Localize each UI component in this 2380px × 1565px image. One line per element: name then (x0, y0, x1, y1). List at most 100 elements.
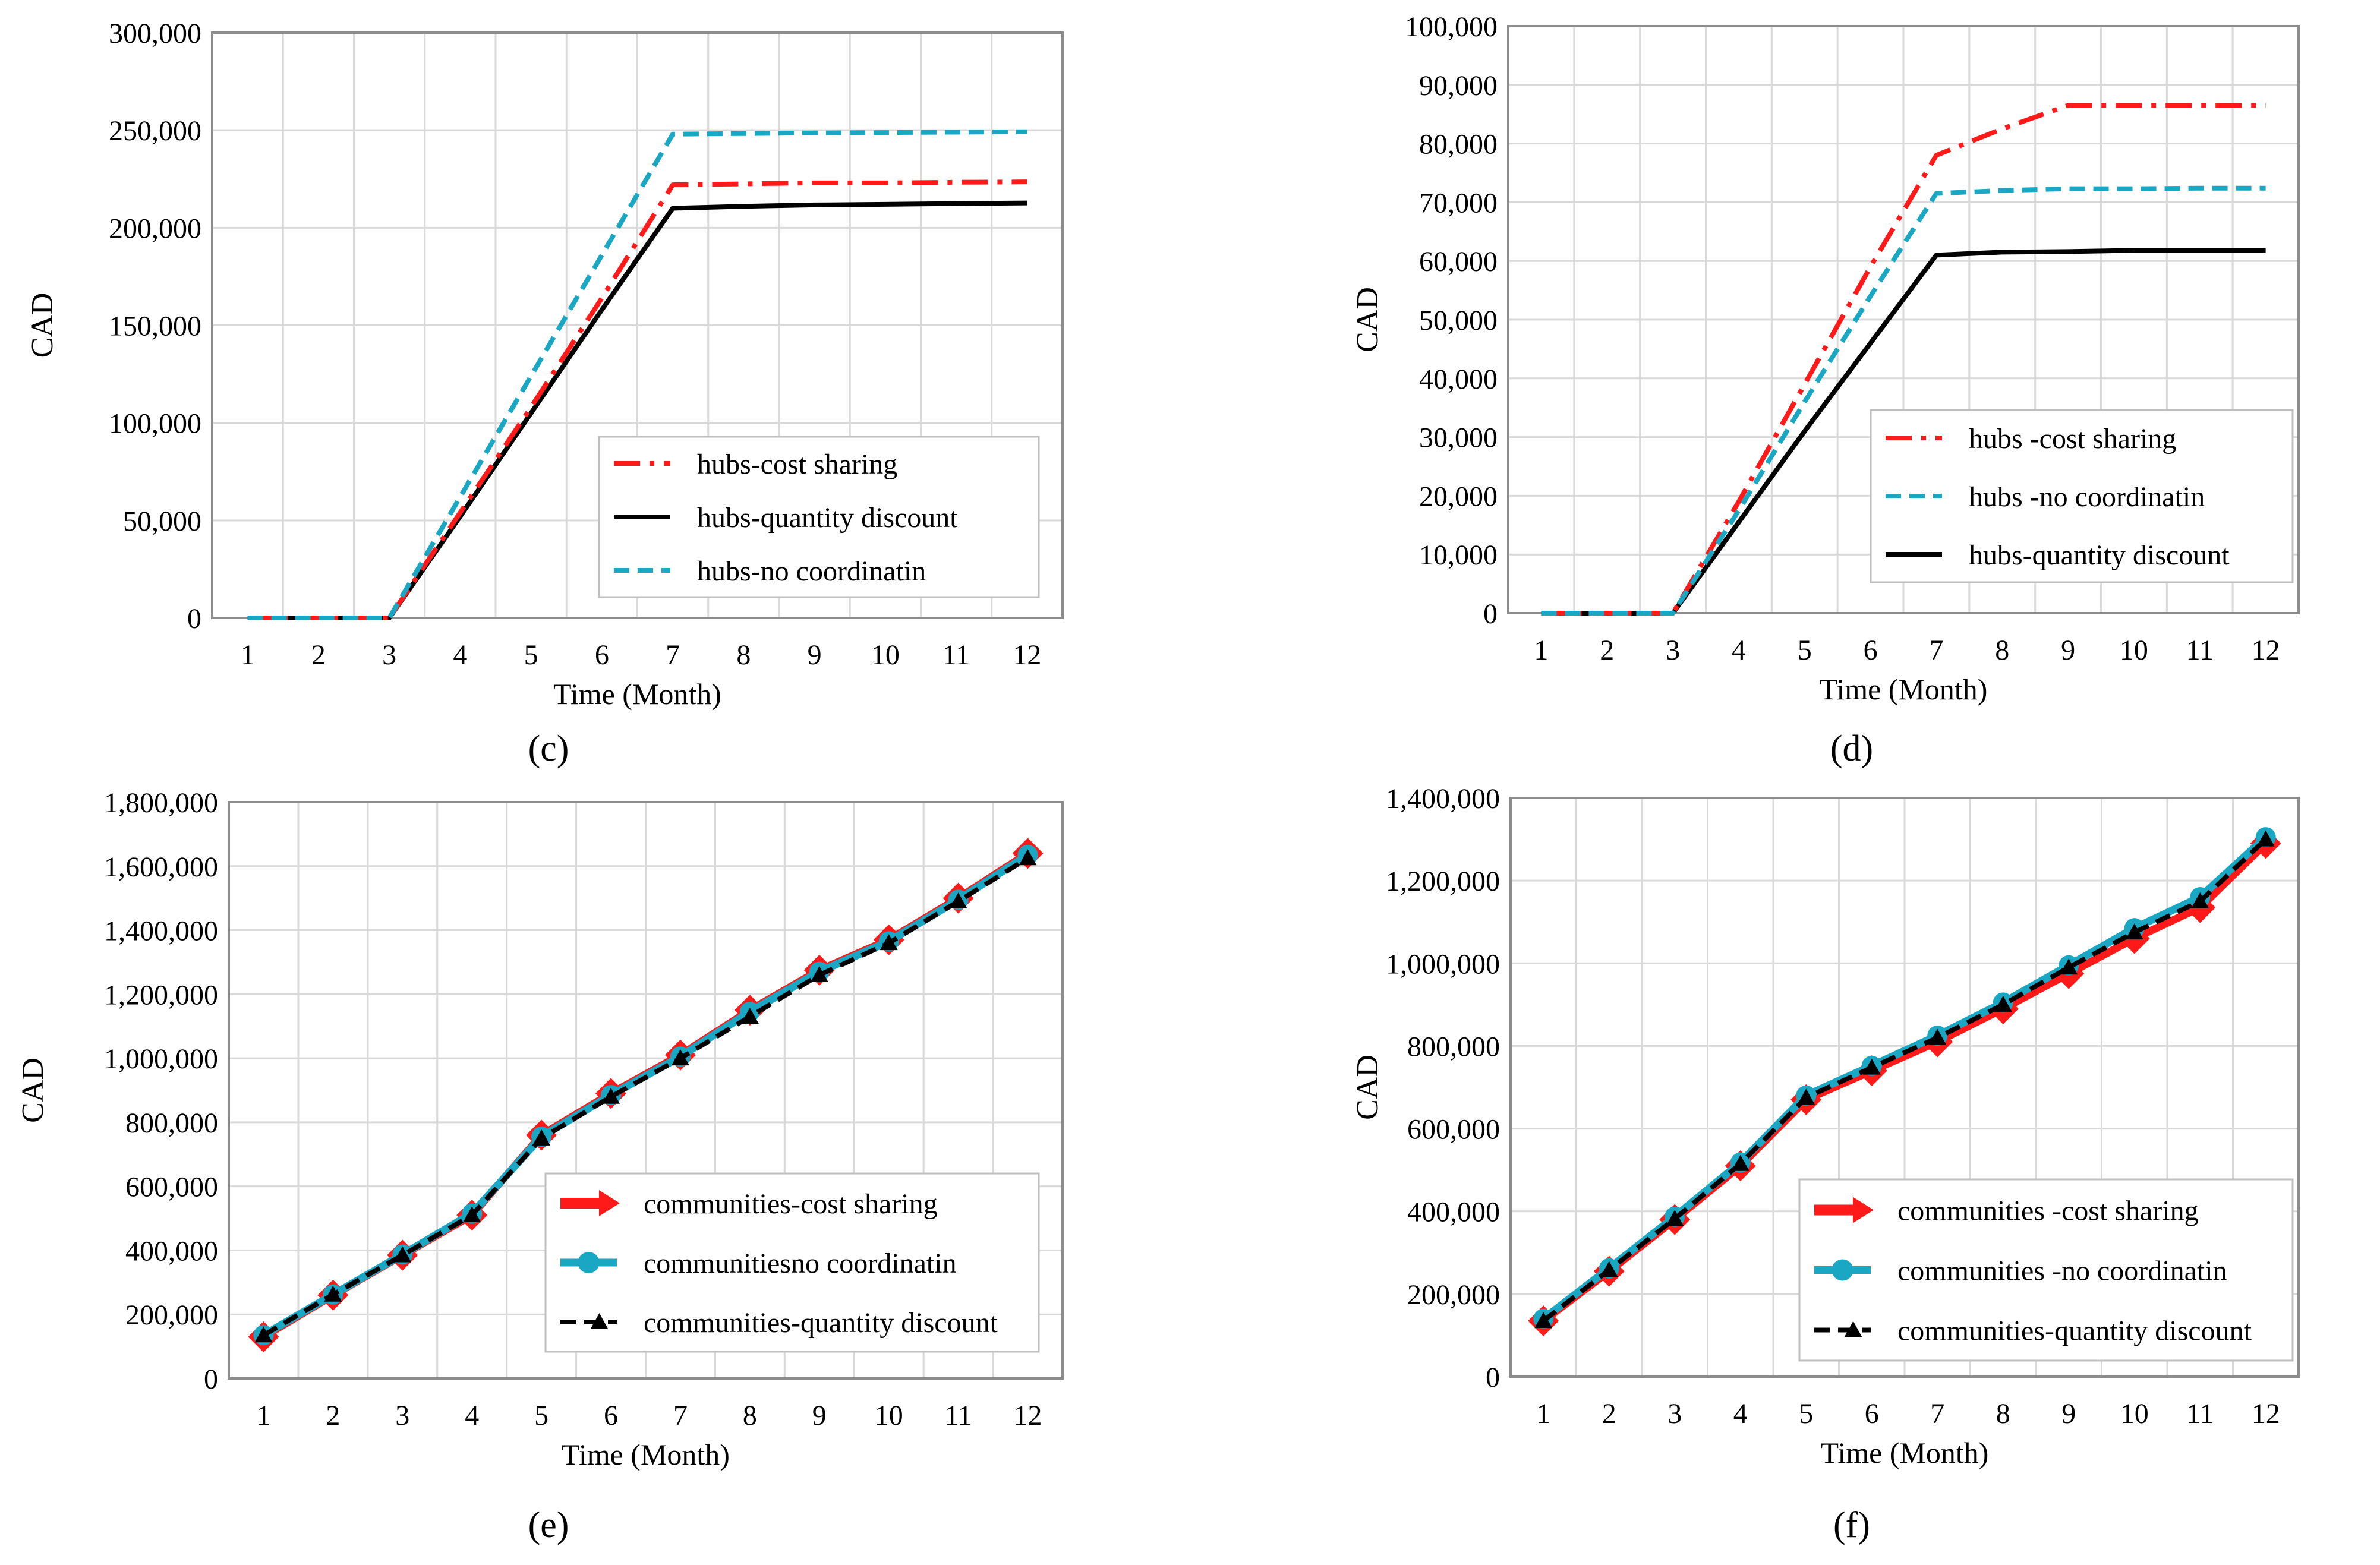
x-tick-label: 6 (1865, 1398, 1879, 1430)
chart-panel-d: 0 10,000 20,000 30,000 40,000 50,000 60,000 70,… (1351, 11, 2300, 706)
legend-label-cost: hubs -cost sharing (1969, 423, 2176, 455)
y-tick-label: 1,400,000 (104, 916, 218, 947)
x-tick-label: 8 (1995, 635, 2009, 666)
data-point-qd (1994, 995, 2012, 1012)
series-line-nc (1541, 185, 2266, 616)
data-point-qd (1797, 1088, 1815, 1105)
x-tick-label: 1 (256, 1400, 270, 1431)
y-tick-label: 10,000 (1419, 539, 1498, 571)
legend-marker-qd (590, 1313, 609, 1329)
x-tick-label: 2 (1602, 1398, 1616, 1430)
x-tick-label: 4 (465, 1400, 479, 1431)
y-tick-label: 40,000 (1419, 364, 1498, 395)
x-tick-label: 12 (1014, 1400, 1042, 1431)
data-point-qd (2256, 830, 2275, 847)
legend-box (598, 436, 1040, 598)
y-tick-label: 90,000 (1419, 70, 1498, 102)
x-tick-label: 12 (1013, 639, 1041, 671)
legend-label-cost: communities-cost sharing (644, 1188, 938, 1220)
x-tick-label: 5 (1799, 1398, 1813, 1430)
x-tick-label: 4 (1733, 1398, 1748, 1430)
legend-label-qd: communities-quantity discount (644, 1307, 998, 1339)
y-tick-label: 800,000 (125, 1108, 218, 1139)
y-tick-label: 400,000 (1407, 1197, 1500, 1228)
x-tick-label: 1 (241, 639, 255, 671)
x-tick-label: 10 (2120, 635, 2148, 666)
data-point-qd (1600, 1261, 1618, 1277)
legend-label-cost: hubs-cost sharing (697, 449, 897, 480)
x-tick-label: 10 (2120, 1398, 2149, 1430)
data-point-qd (1534, 1312, 1553, 1329)
data-point-qd (393, 1246, 412, 1263)
legend-label-cost: communities -cost sharing (1897, 1195, 2199, 1227)
y-tick-label: 100,000 (109, 408, 201, 440)
legend-box (1798, 1178, 2294, 1362)
x-tick-label: 5 (534, 1400, 548, 1431)
data-point-qd (949, 892, 967, 909)
x-tick-label: 3 (395, 1400, 409, 1431)
data-point-qd (1666, 1210, 1684, 1226)
y-tick-label: 60,000 (1419, 246, 1498, 277)
legend-label-nc: communities -no coordinatin (1897, 1255, 2227, 1287)
x-tick-label: 11 (945, 1400, 972, 1431)
x-tick-label: 3 (1666, 635, 1680, 666)
y-axis-label: CAD (1351, 1055, 1385, 1120)
data-point-qd (324, 1285, 342, 1302)
x-tick-label: 6 (604, 1400, 618, 1431)
y-tick-label: 0 (187, 603, 201, 635)
y-tick-label: 50,000 (1419, 305, 1498, 336)
x-tick-label: 5 (1798, 635, 1812, 666)
x-tick-label: 1 (1536, 1398, 1550, 1430)
y-tick-label: 300,000 (109, 18, 201, 49)
plot-frame (211, 31, 1064, 619)
data-point-qd (602, 1087, 620, 1104)
data-point-qd (880, 934, 898, 951)
chart-panel-c: 0 50,000 100,000 150,000 200,000 250,000 300,0… (26, 18, 1064, 711)
legend-label-qd: communities-quantity discount (1897, 1315, 2252, 1347)
data-point-qd (1928, 1028, 1947, 1045)
x-tick-label: 11 (2186, 1398, 2214, 1430)
legend-marker-qd (1844, 1321, 1862, 1337)
x-tick-label: 10 (871, 639, 900, 671)
y-tick-label: 250,000 (109, 115, 201, 147)
y-tick-label: 200,000 (109, 213, 201, 244)
data-point-qd (532, 1129, 551, 1146)
y-tick-label: 80,000 (1419, 129, 1498, 160)
x-tick-label: 4 (1732, 635, 1746, 666)
y-tick-label: 20,000 (1419, 481, 1498, 512)
y-tick-label: 70,000 (1419, 187, 1498, 219)
x-tick-label: 3 (382, 639, 396, 671)
x-tick-label: 8 (1996, 1398, 2010, 1430)
legend-label-qd: hubs-quantity discount (1969, 539, 2230, 571)
y-axis-label: CAD (1351, 287, 1385, 352)
y-tick-label: 600,000 (125, 1172, 218, 1203)
x-tick-label: 2 (326, 1400, 340, 1431)
y-tick-label: 400,000 (125, 1235, 218, 1267)
x-tick-label: 7 (666, 639, 680, 671)
panel-label-e: (e) (528, 1505, 569, 1545)
panel-label-d: (d) (1830, 728, 1874, 769)
y-tick-label: 50,000 (123, 506, 201, 537)
x-tick-label: 2 (311, 639, 326, 671)
y-tick-label: 100,000 (1405, 11, 1498, 43)
x-tick-label: 9 (2061, 635, 2075, 666)
legend-label-nc: hubs-no coordinatin (697, 556, 926, 587)
legend-box (544, 1172, 1040, 1353)
y-tick-label: 1,000,000 (1386, 948, 1500, 980)
data-point-qd (254, 1326, 273, 1343)
panel-label-c: (c) (528, 728, 569, 769)
y-tick-label: 1,200,000 (104, 979, 218, 1011)
panel-label-f: (f) (1833, 1505, 1870, 1545)
data-point-qd (2191, 892, 2209, 908)
y-tick-label: 1,800,000 (104, 787, 218, 819)
legend: communities-cost sharing communitiesno co… (544, 1172, 1040, 1353)
series-line-qd (262, 856, 1029, 1337)
legend: communities -cost sharing communities -no… (1798, 1178, 2294, 1362)
x-tick-label: 10 (875, 1400, 903, 1431)
y-tick-label: 200,000 (1407, 1279, 1500, 1311)
x-axis-label: Time (Month) (1820, 673, 1988, 706)
legend-label-nc: hubs -no coordinatin (1969, 481, 2205, 513)
x-axis-label: Time (Month) (1821, 1436, 1989, 1469)
x-axis-label: Time (Month) (553, 677, 721, 711)
